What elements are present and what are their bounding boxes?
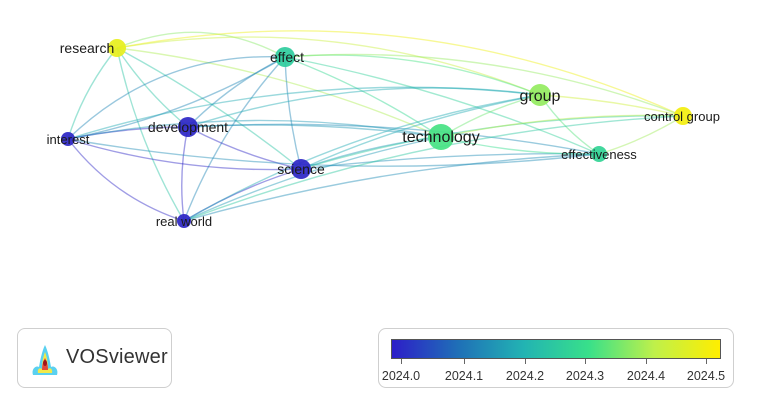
legend-tick <box>464 359 465 364</box>
legend-tick-label: 2024.0 <box>381 369 421 383</box>
edge-research-realworld <box>116 47 185 222</box>
edge-group-controlgroup <box>539 94 684 117</box>
node-controlgroup[interactable] <box>674 107 692 125</box>
edge-development-effectiveness <box>187 123 600 155</box>
legend-tick <box>401 359 402 364</box>
edge-science-realworld <box>183 168 302 222</box>
edge-research-science <box>116 47 302 170</box>
legend-tick-label: 2024.4 <box>626 369 666 383</box>
edge-effect-technology <box>284 56 442 138</box>
node-label-effectiveness[interactable]: effectiveness <box>561 147 637 162</box>
edge-science-controlgroup <box>300 115 684 170</box>
node-label-development[interactable]: development <box>148 119 228 135</box>
edge-research-effect <box>116 31 286 58</box>
edge-interest-effect <box>67 55 286 140</box>
edge-development-group <box>187 87 541 128</box>
node-label-science[interactable]: science <box>277 161 325 177</box>
edge-interest-realworld <box>67 138 185 222</box>
node-group[interactable] <box>529 84 551 106</box>
legend-tick-label: 2024.3 <box>565 369 605 383</box>
vosviewer-logo-text: VOSviewer <box>66 346 168 368</box>
edge-technology-effectiveness <box>440 136 600 155</box>
node-effect[interactable] <box>275 47 295 67</box>
edge-interest-technology <box>67 119 442 140</box>
node-technology[interactable] <box>428 124 454 150</box>
edge-effectiveness-controlgroup <box>598 115 684 155</box>
edge-technology-controlgroup <box>440 114 684 138</box>
edge-interest-effectiveness <box>67 138 600 167</box>
edges-layer <box>67 30 684 222</box>
vosviewer-logo: VOSviewer <box>17 328 172 388</box>
edge-effect-development <box>187 56 286 128</box>
edge-realworld-group <box>183 94 541 222</box>
edge-research-group <box>116 36 541 96</box>
node-realworld[interactable] <box>177 214 191 228</box>
legend-tick <box>585 359 586 364</box>
node-label-realworld[interactable]: real world <box>156 214 212 229</box>
node-label-interest[interactable]: interest <box>47 132 90 147</box>
edge-research-technology <box>116 47 442 138</box>
legend-tick-label: 2024.5 <box>686 369 726 383</box>
node-development[interactable] <box>178 117 198 137</box>
node-label-research[interactable]: research <box>60 40 114 56</box>
legend-tick-label: 2024.1 <box>444 369 484 383</box>
network-map: research effect development interest science… <box>47 30 720 229</box>
edge-research-controlgroup <box>116 30 684 117</box>
edge-effect-science <box>284 56 302 170</box>
legend-tick-label: 2024.2 <box>505 369 545 383</box>
edge-science-effectiveness <box>300 152 600 170</box>
edge-science-group <box>300 94 541 170</box>
edge-science-technology <box>300 136 442 170</box>
edge-development-interest <box>67 126 189 140</box>
edge-realworld-controlgroup <box>183 115 684 222</box>
node-interest[interactable] <box>61 132 75 146</box>
edge-development-technology <box>187 124 442 138</box>
edge-effect-realworld <box>183 56 286 222</box>
edge-research-development <box>116 47 189 128</box>
node-science[interactable] <box>291 159 311 179</box>
node-label-effect[interactable]: effect <box>270 49 304 65</box>
edge-effect-interest <box>67 56 286 140</box>
edge-development-realworld <box>181 126 189 222</box>
edge-realworld-technology <box>183 136 442 222</box>
edge-development-science <box>187 126 302 170</box>
nodes-layer: research effect development interest science… <box>47 39 720 229</box>
vosviewer-logo-icon <box>32 345 58 375</box>
node-research[interactable] <box>108 39 126 57</box>
edge-effect-effectiveness <box>284 56 600 155</box>
edge-interest-science <box>67 138 302 171</box>
legend-tick <box>706 359 707 364</box>
edge-interest-group <box>67 86 541 140</box>
edge-effect-group <box>284 54 541 96</box>
node-label-technology[interactable]: technology <box>402 129 479 146</box>
edge-effect-controlgroup <box>284 53 684 117</box>
node-effectiveness[interactable] <box>591 146 607 162</box>
edge-realworld-effectiveness <box>183 153 600 222</box>
node-label-group[interactable]: group <box>520 88 561 105</box>
node-label-controlgroup[interactable]: control group <box>644 109 720 124</box>
overlay-color-legend: 2024.0 2024.1 2024.2 2024.3 2024.4 2024.… <box>378 328 734 388</box>
legend-tick <box>646 359 647 364</box>
edge-research-interest <box>67 47 118 140</box>
legend-tick <box>525 359 526 364</box>
legend-gradient-bar <box>391 339 721 359</box>
